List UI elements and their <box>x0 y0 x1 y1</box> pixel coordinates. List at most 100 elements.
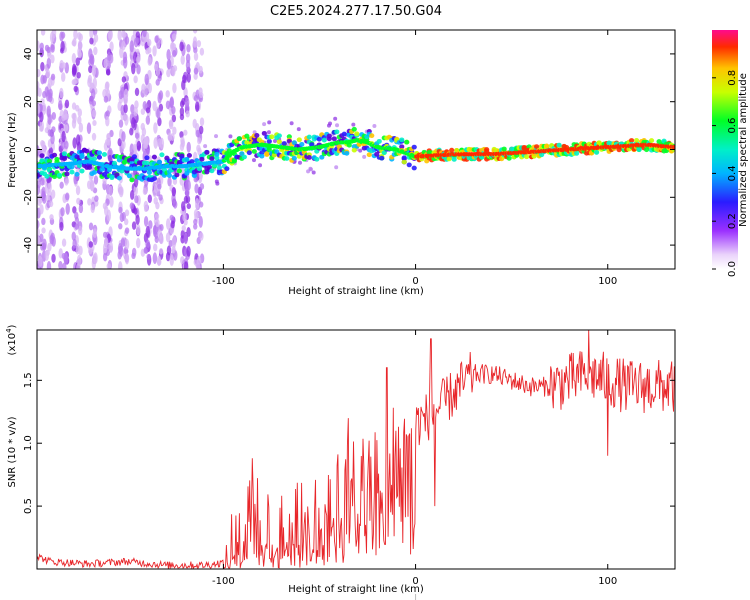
spectrogram-noise-cell <box>145 225 151 238</box>
spectrogram-noise-cell <box>186 203 191 210</box>
colorbar-tick-label: 0.0 <box>727 261 738 277</box>
spectrogram-noise-cell <box>131 221 137 230</box>
spectrogram-ridge-cell <box>269 134 275 140</box>
spectrogram-noise-cell <box>184 101 190 113</box>
spectrogram-ridge-cell <box>381 150 387 156</box>
spectrogram-noise-cell <box>170 42 175 52</box>
spectrogram-noise-cell <box>118 119 124 128</box>
spectrogram-noise-cell <box>169 96 175 108</box>
spectrogram-noise-cell <box>166 49 171 61</box>
spectrogram-noise-cell <box>194 101 200 113</box>
colorbar-tick-label: 0.2 <box>727 213 738 229</box>
spectrogram-noise-cell <box>86 122 92 135</box>
spectrogram-ridge-cell <box>354 131 360 137</box>
spectrogram-noise-cell <box>37 40 40 52</box>
spectrogram-noise-cell <box>105 110 110 118</box>
spectrogram-y-axis-label: Frequency (Hz) <box>7 112 18 188</box>
spectrogram-noise-cell <box>63 252 69 265</box>
spectrogram-noise-cell <box>40 177 45 186</box>
spectrogram-noise-cell <box>76 254 82 267</box>
spectrogram-ridge-cell <box>449 147 455 153</box>
spectrogram-noise-cell <box>152 45 157 57</box>
spectrogram-panel: -100 0 100 -40 -20 0 20 40 Height of straight … <box>7 29 676 297</box>
spectrogram-noise-cell <box>78 122 84 133</box>
spectrogram-noise-cell <box>129 127 134 136</box>
spectrogram-noise-cell <box>118 245 123 252</box>
spectrogram-ridge-cell <box>84 148 90 154</box>
spectrogram-noise-cell <box>133 75 138 84</box>
spectrogram-ridge-cell <box>79 152 85 158</box>
spectrogram-x-axis-label: Height of straight line (km) <box>288 286 424 297</box>
spectrogram-noise-cell <box>144 73 149 86</box>
spectrogram-noise-cell <box>198 201 204 208</box>
spectrogram-ridge-cell <box>411 165 417 171</box>
snr-x-axis-label: Height of straight line (km) <box>288 584 424 595</box>
spectrogram-noise-cell <box>183 87 188 98</box>
spectrogram-ridge-cell <box>61 156 68 162</box>
spectrogram-ridge-cell <box>144 160 150 166</box>
spectrogram-ridge-cell <box>51 174 58 180</box>
spectrogram-noise-cell <box>133 185 138 196</box>
spectrogram-noise-cell <box>136 140 142 152</box>
spectrogram-noise-cell <box>72 206 77 214</box>
spectrogram-noise-cell <box>72 137 77 149</box>
spectrogram-noise-cell <box>119 46 124 59</box>
spectrogram-noise-cell <box>199 232 204 241</box>
spectrogram-ridge-cell <box>224 166 230 172</box>
spectrogram-noise-cell <box>75 57 80 66</box>
spectrogram-noise-cell <box>59 87 64 99</box>
spectrogram-x-tick-label: -100 <box>212 276 235 287</box>
spectrogram-y-tick-label: 20 <box>23 95 34 108</box>
spectrogram-noise-cell <box>194 183 199 194</box>
snr-tick-marks <box>37 330 675 600</box>
spectrogram-noise-cell <box>72 37 77 47</box>
spectrogram-noise-cell <box>170 220 175 229</box>
spectrogram-ridge-cell <box>126 173 133 179</box>
spectrogram-noise-cell <box>192 30 198 34</box>
spectrogram-noise-cell <box>103 58 108 69</box>
spectrogram-noise-cell <box>186 72 191 83</box>
spectrogram-noise-cell <box>156 108 161 119</box>
spectrogram-ridge-cell <box>319 154 325 160</box>
spectrogram-noise-cell <box>133 106 138 117</box>
spectrogram-noise-cell <box>266 130 271 135</box>
spectrogram-noise-cell <box>130 104 135 114</box>
snr-plot-frame <box>36 329 676 570</box>
spectrogram-ridge-cell <box>236 136 242 142</box>
spectrogram-noise-cell <box>76 141 82 153</box>
spectrogram-x-tick-label: 0 <box>412 276 418 287</box>
spectrogram-noise-cell <box>65 192 70 201</box>
spectrogram-noise-cell <box>122 51 128 64</box>
spectrogram-ridge-cell <box>129 177 135 183</box>
spectrogram-noise-cell <box>184 181 189 192</box>
spectrogram-ridge-cell <box>399 144 405 150</box>
spectrogram-noise-cell <box>183 129 188 136</box>
spectrogram-noise-cell <box>179 142 185 152</box>
spectrogram-noise-cell <box>358 148 363 153</box>
spectrogram-noise-cell <box>198 171 204 180</box>
spectrogram-noise-cell <box>153 197 158 205</box>
spectrogram-ridge-cell <box>214 155 220 161</box>
spectrogram-ridge-cell <box>79 168 85 174</box>
spectrogram-ridge-cell <box>191 173 197 179</box>
spectrogram-ridge-cell <box>69 164 75 170</box>
spectrogram-ridge-cell <box>593 150 600 155</box>
colorbar-tick-labels: 0.0 0.2 0.4 0.6 0.8 <box>712 70 738 277</box>
spectrogram-noise-cell <box>37 68 41 78</box>
spectrogram-noise-cell <box>47 77 53 89</box>
snr-x-tick-label: 0 <box>412 576 418 587</box>
spectrogram-noise-cell <box>179 107 185 117</box>
spectrogram-ridge-cell <box>131 154 138 160</box>
spectrogram-noise-cell <box>47 129 53 137</box>
spectrogram-ridge-cell <box>648 138 655 143</box>
spectrogram-noise-cell <box>153 63 159 71</box>
spectrogram-noise-cell <box>157 229 163 240</box>
spectrogram-noise-cell <box>50 232 55 241</box>
colorbar-tick-label: 0.4 <box>727 165 738 181</box>
spectrogram-noise-cell <box>308 166 313 171</box>
spectrogram-ridge-core <box>671 144 675 150</box>
spectrogram-noise-cell <box>78 203 84 214</box>
spectrogram-noise-cell <box>124 253 130 265</box>
spectrogram-ridge-cell <box>574 150 580 156</box>
spectrogram-noise-cell <box>48 88 53 99</box>
